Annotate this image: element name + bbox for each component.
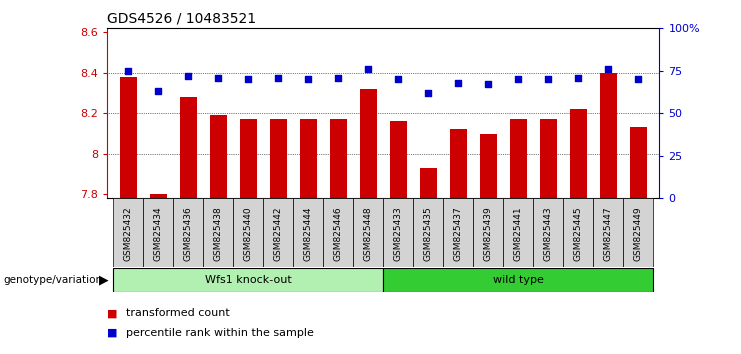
Text: wild type: wild type (493, 275, 544, 285)
Point (633, 76, 645, 82)
Bar (451, 130, 467, 198)
Point (122, 68, 134, 74)
Point (602, 66, 614, 72)
Bar (420, 168, 436, 198)
Text: Wfs1 knock-out: Wfs1 knock-out (205, 275, 292, 285)
Text: GSM825445: GSM825445 (574, 206, 583, 261)
Text: genotype/variation: genotype/variation (4, 275, 103, 285)
Text: GSM825449: GSM825449 (634, 206, 643, 261)
Text: GSM825444: GSM825444 (304, 206, 313, 261)
Text: GSM825437: GSM825437 (454, 206, 463, 261)
Point (302, 76, 314, 82)
Point (453, 80, 465, 86)
Text: GDS4526 / 10483521: GDS4526 / 10483521 (107, 12, 256, 26)
Point (333, 75, 345, 80)
Text: GSM825442: GSM825442 (274, 206, 283, 261)
Bar (264, 198, 293, 267)
Bar (571, 109, 587, 198)
Text: GSM825435: GSM825435 (424, 206, 433, 261)
Bar (144, 198, 173, 267)
Bar (204, 198, 233, 267)
Bar (270, 119, 287, 198)
Point (213, 75, 225, 80)
Bar (233, 198, 264, 267)
Bar (120, 77, 136, 198)
Text: GSM825448: GSM825448 (364, 206, 373, 261)
Text: GSM825439: GSM825439 (484, 206, 493, 261)
Text: GSM825436: GSM825436 (184, 206, 193, 261)
Bar (443, 198, 473, 267)
Text: GSM825433: GSM825433 (394, 206, 403, 261)
Bar (173, 198, 204, 267)
Bar (503, 198, 534, 267)
Bar (353, 198, 384, 267)
Bar (534, 198, 563, 267)
Bar (113, 198, 144, 267)
Bar (594, 198, 623, 267)
Bar (391, 121, 407, 198)
Bar (300, 119, 316, 198)
Bar (480, 133, 496, 198)
Bar (540, 119, 556, 198)
Text: ■: ■ (107, 308, 118, 318)
Bar (324, 198, 353, 267)
Bar (150, 194, 167, 198)
Text: GSM825432: GSM825432 (124, 206, 133, 261)
Bar (413, 198, 443, 267)
Point (542, 76, 554, 82)
Bar (384, 268, 654, 292)
Text: GSM825441: GSM825441 (514, 206, 523, 261)
Point (422, 90, 434, 96)
Point (482, 81, 494, 87)
Bar (360, 89, 376, 198)
Bar (600, 73, 617, 198)
Bar (210, 115, 227, 198)
Bar (631, 127, 647, 198)
Point (242, 76, 254, 82)
Text: percentile rank within the sample: percentile rank within the sample (126, 328, 314, 338)
Bar (563, 198, 594, 267)
Text: GSM825440: GSM825440 (244, 206, 253, 261)
Bar (473, 198, 503, 267)
Text: GSM825446: GSM825446 (334, 206, 343, 261)
Point (362, 66, 374, 72)
Point (573, 75, 585, 80)
Bar (330, 119, 347, 198)
Point (153, 88, 165, 94)
Point (273, 75, 285, 80)
Bar (384, 198, 413, 267)
Point (182, 73, 194, 79)
Bar (240, 119, 256, 198)
Text: GSM825443: GSM825443 (544, 206, 553, 261)
Text: transformed count: transformed count (126, 308, 230, 318)
Bar (293, 198, 324, 267)
Point (393, 76, 405, 82)
Bar (180, 97, 196, 198)
Text: ▶: ▶ (99, 274, 108, 287)
Bar (113, 268, 384, 292)
Text: GSM825438: GSM825438 (214, 206, 223, 261)
Bar (511, 119, 527, 198)
Bar (623, 198, 654, 267)
Text: GSM825434: GSM825434 (154, 206, 163, 261)
Text: ■: ■ (107, 328, 118, 338)
Text: GSM825447: GSM825447 (604, 206, 613, 261)
Point (513, 76, 525, 82)
